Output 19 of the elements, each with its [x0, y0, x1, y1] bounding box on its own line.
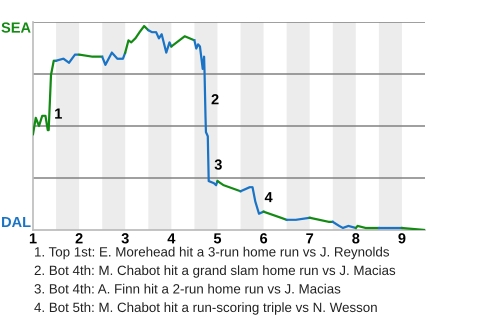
annotation: 1 [55, 108, 62, 119]
x-tick-label: 2 [76, 233, 83, 244]
text: DAL [2, 216, 31, 227]
x-tick-label: 1 [30, 233, 37, 244]
x-tick-label: 9 [398, 233, 406, 244]
x-tick-label: 6 [260, 233, 268, 244]
text: 3. Bot 4th: A. Finn hit a 2-run home run vs J. Macias [34, 284, 340, 294]
annotation: 2 [212, 94, 219, 104]
text: 4. Bot 5th: M. Chabot hit a run-scoring triple vs N. Wesson [34, 302, 377, 315]
x-tick-label: 3 [122, 233, 129, 244]
x-tick-label: 5 [214, 233, 222, 244]
x-tick-label: 4 [168, 233, 176, 244]
x-tick-label: 7 [306, 233, 314, 244]
text: 2. Bot 4th: M. Chabot hit a grand slam home run vs J. Macias [34, 265, 396, 278]
text: SEA [1, 22, 31, 33]
x-tick-label: 8 [352, 233, 360, 244]
annotation: 4 [264, 192, 273, 202]
annotation: 3 [214, 159, 222, 170]
text: 1. Top 1st: E. Morehead hit a 3-run home run vs J. Reynolds [35, 246, 390, 260]
